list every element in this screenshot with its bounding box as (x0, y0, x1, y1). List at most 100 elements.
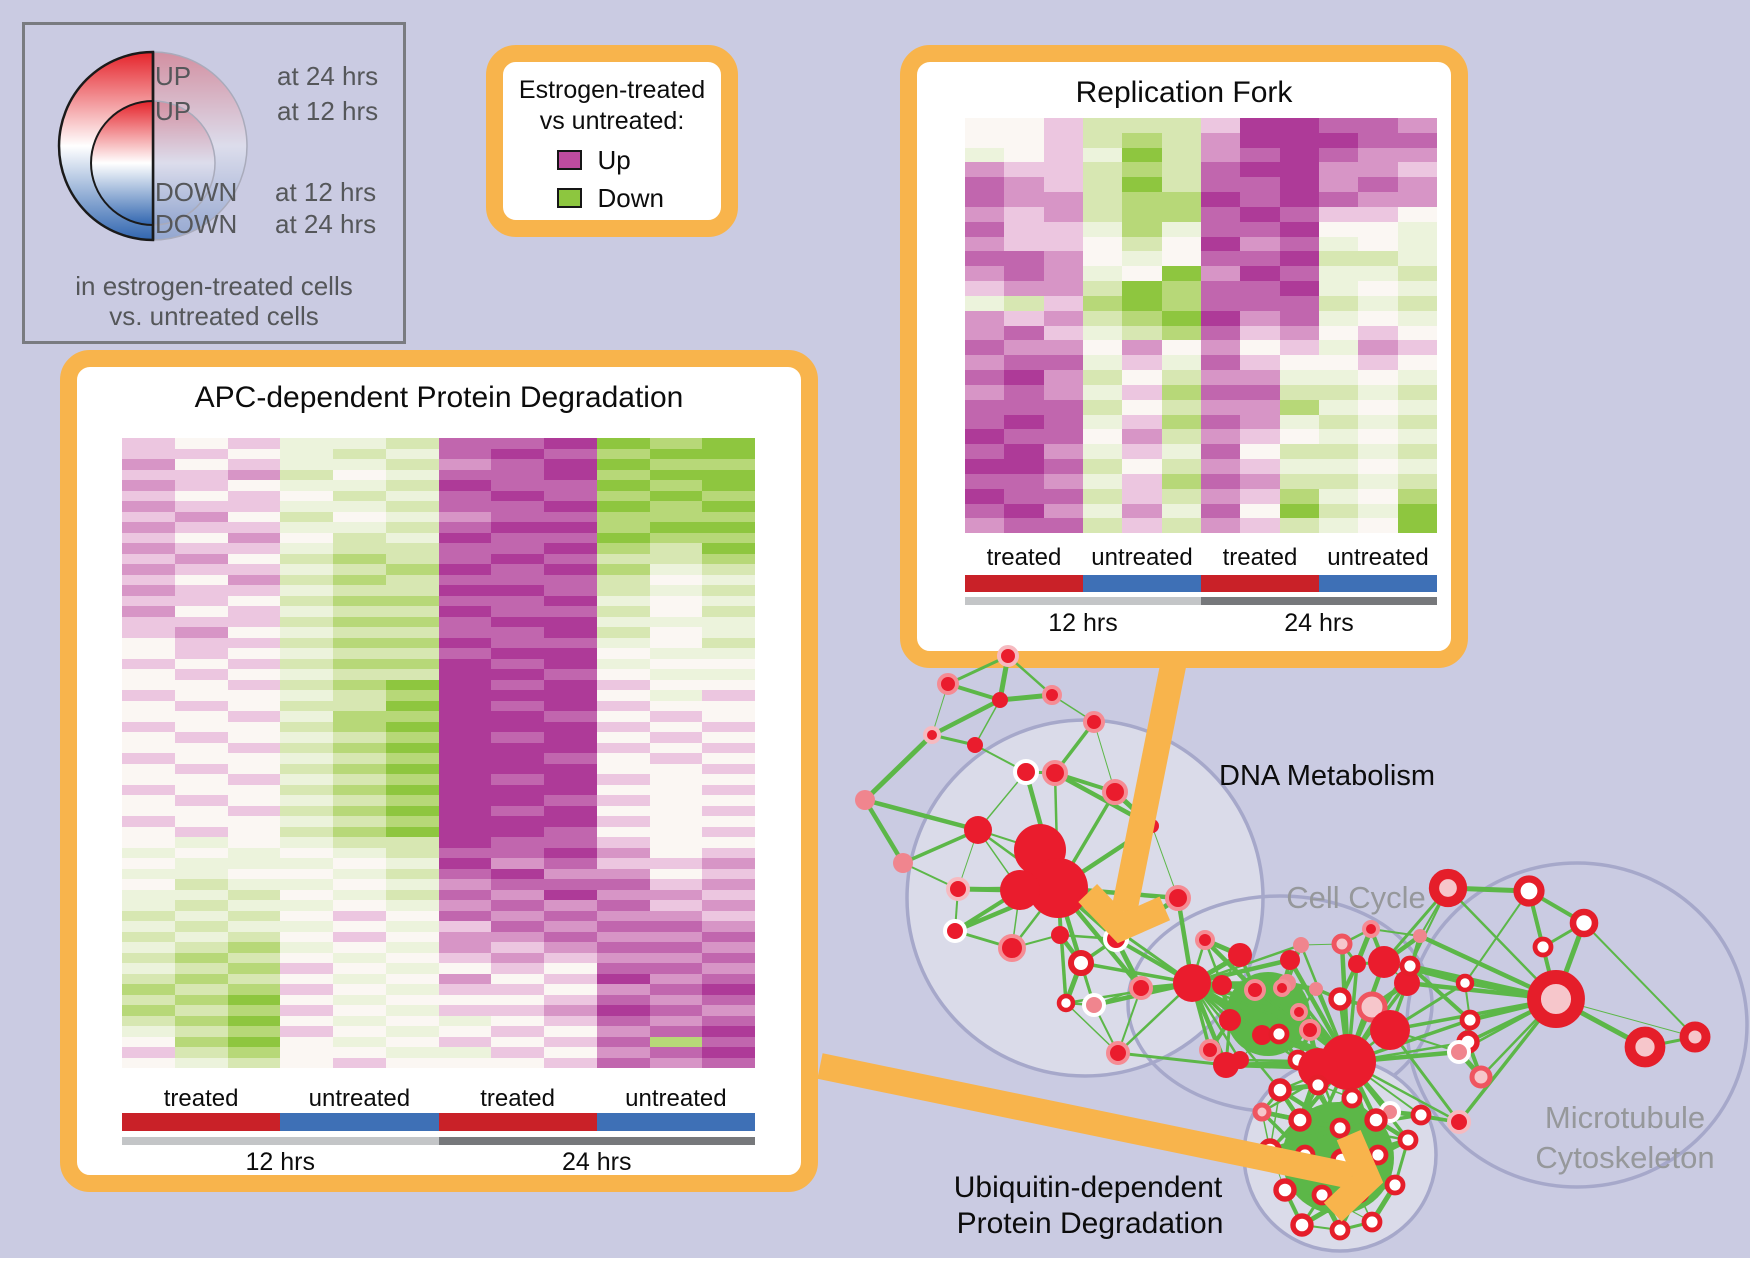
network-edge (902, 862, 959, 890)
heatmap-cell (596, 679, 650, 690)
heatmap-cell (1004, 399, 1044, 415)
heatmap-cell (333, 858, 386, 869)
heatmap-cell (1004, 444, 1044, 460)
network-edge (1346, 981, 1409, 1064)
heatmap-cell (227, 711, 281, 722)
condition-label-treated: treated (986, 544, 1062, 571)
heatmap-cell (702, 574, 755, 585)
heatmap-cell (438, 522, 492, 533)
heatmap-cell (544, 690, 597, 701)
network-edge (1339, 1127, 1343, 1161)
heatmap-cell (438, 973, 492, 984)
heatmap-cell (702, 553, 755, 564)
heatmap-cell (491, 858, 544, 869)
heatmap-cell (702, 931, 755, 942)
heatmap-cell (1161, 384, 1201, 400)
network-node (1410, 1104, 1432, 1126)
heatmap-cell (702, 837, 755, 848)
heatmap-cell (1358, 444, 1398, 460)
heatmap-cell (227, 553, 281, 564)
apc-condition-labels: treated untreated treated untreated (122, 1085, 755, 1113)
heatmap-cell (333, 753, 386, 764)
heatmap-cell (491, 585, 544, 596)
heatmap-cell (596, 784, 650, 795)
legend-item-up: Up (503, 145, 721, 176)
network-edge (1527, 889, 1586, 925)
heatmap-cell (227, 522, 281, 533)
heatmap-cell (385, 543, 439, 554)
heatmap-cell (1240, 192, 1280, 207)
network-edge (974, 744, 1027, 773)
network-edge (1191, 980, 1300, 1015)
heatmap-cell (702, 700, 755, 711)
heatmap-cell (649, 889, 703, 900)
heatmap-cell (965, 473, 1005, 489)
network-edge (1341, 1153, 1379, 1162)
network-edge (1370, 980, 1409, 1010)
heatmap-cell (1397, 192, 1437, 207)
heatmap-cell (702, 501, 755, 512)
heatmap-cell (1200, 310, 1241, 326)
heatmap-cell (1318, 206, 1359, 222)
network-edge (1341, 927, 1372, 946)
heatmap-cell (1004, 384, 1044, 400)
network-edge (1278, 1031, 1349, 1065)
heatmap-cell (1200, 340, 1241, 356)
network-edge (1261, 1111, 1271, 1151)
network-node (1330, 1148, 1354, 1172)
heatmap-cell (385, 511, 439, 522)
heatmap-cell (544, 931, 597, 942)
network-edge (902, 862, 959, 890)
heatmap-cell (438, 1057, 492, 1068)
heatmap-cell (174, 910, 228, 921)
network-edge (1054, 771, 1116, 794)
network-edge (1269, 1061, 1349, 1151)
network-edge (1065, 981, 1193, 1005)
network-edge (954, 888, 959, 932)
heatmap-cell (1043, 177, 1083, 193)
network-edge (1190, 982, 1228, 1066)
heatmap-cell (122, 774, 175, 785)
network-edge (1419, 887, 1449, 937)
heatmap-cell (385, 480, 439, 491)
heatmap-cell (280, 574, 333, 585)
heatmap-cell (965, 162, 1005, 178)
network-edge (1117, 987, 1142, 1054)
network-edge (1191, 981, 1317, 991)
heatmap-cell (649, 816, 703, 827)
network-node (1231, 1051, 1249, 1069)
heatmap-cell (174, 490, 228, 501)
heatmap-cell (702, 511, 755, 522)
heatmap-cell (596, 910, 650, 921)
heatmap-row (965, 281, 1437, 296)
network-edge (1339, 1117, 1377, 1131)
heatmap-row (122, 984, 755, 995)
heatmap-cell (1240, 221, 1280, 237)
heatmap-cell (1082, 251, 1123, 267)
heatmap-cell (649, 994, 703, 1005)
heatmap-cell (280, 942, 333, 953)
heatmap-cell (122, 1026, 175, 1037)
apc-degradation-panel: APC-dependent Protein Degradation treate… (60, 350, 818, 1192)
network-edge (1527, 890, 1545, 948)
network-edge (1347, 1018, 1471, 1064)
heatmap-cell (1397, 340, 1437, 356)
heatmap-cell (385, 921, 439, 932)
heatmap-cell (1240, 177, 1280, 193)
heatmap-cell (438, 490, 492, 501)
heatmap-cell (1161, 340, 1201, 356)
heatmap-cell (1161, 399, 1201, 415)
heatmap-cell (333, 606, 386, 617)
network-edge (1280, 986, 1301, 1014)
heatmap-cell (1082, 370, 1123, 385)
heatmap-cell (596, 543, 650, 554)
network-edge (1117, 1051, 1227, 1067)
heatmap-row (122, 795, 755, 806)
heatmap-cell (649, 721, 703, 732)
heatmap-cell (385, 553, 439, 564)
heatmap-cell (1279, 147, 1319, 163)
heatmap-cell (333, 1005, 386, 1016)
heatmap-cell (965, 503, 1005, 519)
heatmap-cell (649, 459, 703, 470)
network-edge (1297, 1058, 1349, 1064)
